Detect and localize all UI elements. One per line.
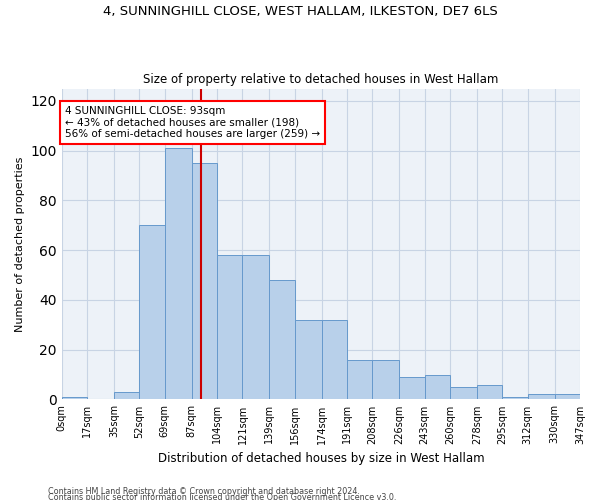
Title: Size of property relative to detached houses in West Hallam: Size of property relative to detached ho… [143, 73, 499, 86]
Bar [425, 374, 450, 400]
Bar [528, 394, 554, 400]
Text: 4, SUNNINGHILL CLOSE, WEST HALLAM, ILKESTON, DE7 6LS: 4, SUNNINGHILL CLOSE, WEST HALLAM, ILKES… [103, 5, 497, 18]
Bar [373, 360, 399, 400]
Bar [62, 397, 87, 400]
Bar [165, 148, 192, 400]
Bar [477, 384, 502, 400]
Bar [242, 255, 269, 400]
Bar [295, 320, 322, 400]
Text: Contains HM Land Registry data © Crown copyright and database right 2024.: Contains HM Land Registry data © Crown c… [48, 486, 360, 496]
Bar [502, 397, 528, 400]
Bar [139, 226, 165, 400]
Bar [399, 377, 425, 400]
Bar [114, 392, 139, 400]
Y-axis label: Number of detached properties: Number of detached properties [15, 156, 25, 332]
X-axis label: Distribution of detached houses by size in West Hallam: Distribution of detached houses by size … [158, 452, 484, 465]
Bar [347, 360, 373, 400]
Bar [322, 320, 347, 400]
Bar [217, 255, 242, 400]
Bar [450, 387, 477, 400]
Text: 4 SUNNINGHILL CLOSE: 93sqm
← 43% of detached houses are smaller (198)
56% of sem: 4 SUNNINGHILL CLOSE: 93sqm ← 43% of deta… [65, 106, 320, 139]
Text: Contains public sector information licensed under the Open Government Licence v3: Contains public sector information licen… [48, 492, 397, 500]
Bar [269, 280, 295, 400]
Bar [192, 163, 217, 400]
Bar [554, 394, 580, 400]
